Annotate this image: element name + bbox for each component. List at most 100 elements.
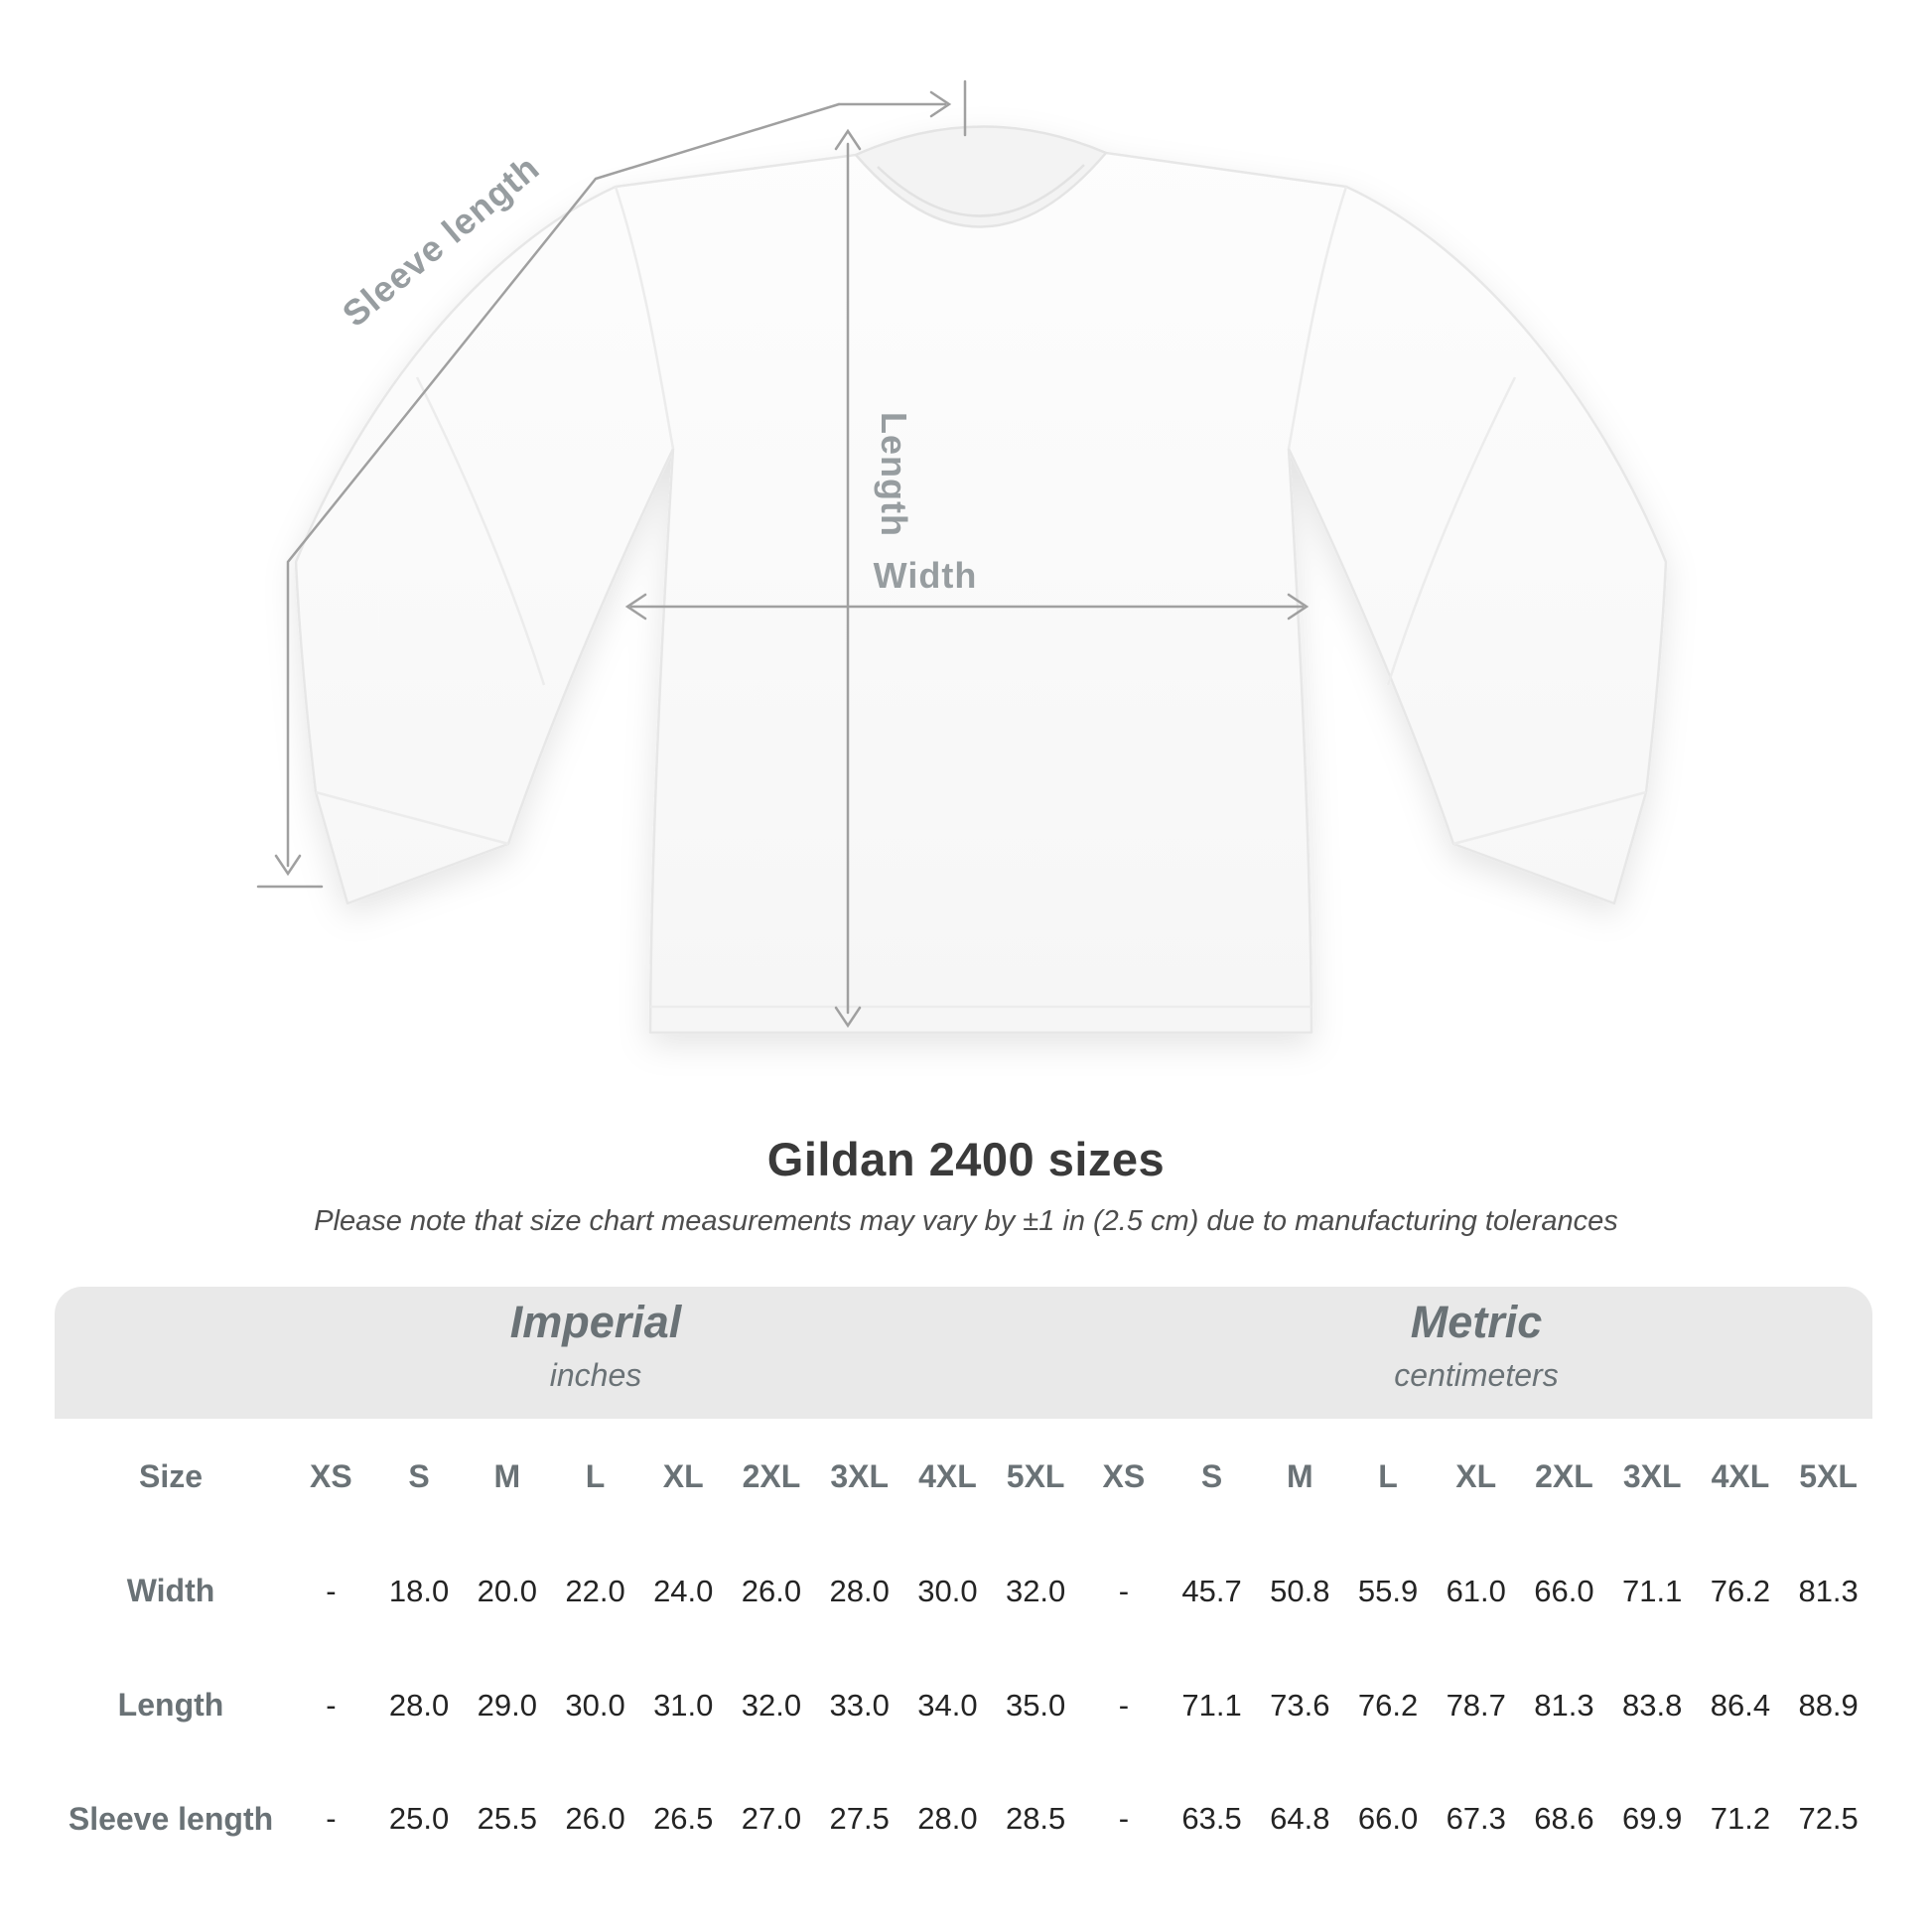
- size-header: 5XL: [991, 1419, 1080, 1534]
- value-cell: 20.0: [463, 1534, 552, 1648]
- value-cell: 24.0: [638, 1534, 728, 1648]
- length-arrow-up: [834, 128, 862, 151]
- size-header: M: [463, 1419, 552, 1534]
- metric-label: Metric: [1410, 1297, 1543, 1347]
- width-label: Width: [874, 555, 978, 596]
- value-cell: 72.5: [1784, 1762, 1872, 1875]
- imperial-unit: inches: [549, 1357, 642, 1393]
- value-cell: 30.0: [551, 1648, 639, 1762]
- sleeve-length-arrow-right: [929, 90, 952, 118]
- value-cell: -: [1079, 1534, 1169, 1648]
- unit-band: Imperial inches Metric centimeters: [55, 1287, 1872, 1419]
- value-cell: 27.5: [815, 1762, 904, 1875]
- value-cell: -: [287, 1648, 375, 1762]
- value-cell: 25.5: [463, 1762, 552, 1875]
- size-table: Imperial inches Metric centimeters Size …: [55, 1287, 1872, 1875]
- size-header: 4XL: [1696, 1419, 1785, 1534]
- value-cell: 32.0: [727, 1648, 816, 1762]
- value-cell: 76.2: [1696, 1534, 1785, 1648]
- value-cell: 27.0: [727, 1762, 816, 1875]
- value-cell: 26.5: [638, 1762, 728, 1875]
- value-cell: 61.0: [1432, 1534, 1521, 1648]
- sleeve-length-arrow-down: [274, 854, 302, 877]
- size-header: 3XL: [1607, 1419, 1697, 1534]
- metric-unit: centimeters: [1394, 1357, 1559, 1393]
- value-cell: 29.0: [463, 1648, 552, 1762]
- value-cell: 66.0: [1520, 1534, 1608, 1648]
- metric-group-header: Metric centimeters: [1394, 1297, 1558, 1394]
- value-cell: 34.0: [903, 1648, 992, 1762]
- size-header: 2XL: [727, 1419, 816, 1534]
- page-title: Gildan 2400 sizes: [766, 1133, 1166, 1185]
- value-cell: -: [287, 1534, 375, 1648]
- size-header: L: [1343, 1419, 1433, 1534]
- row-label-length: Length: [55, 1648, 287, 1762]
- size-header: S: [1168, 1419, 1256, 1534]
- value-cell: 28.0: [815, 1534, 904, 1648]
- value-cell: 26.0: [727, 1534, 816, 1648]
- value-cell: 28.0: [374, 1648, 464, 1762]
- size-header: XS: [1079, 1419, 1169, 1534]
- value-cell: 68.6: [1520, 1762, 1608, 1875]
- shirt-diagram: Sleeve length Length Width: [256, 79, 1668, 1035]
- value-cell: 71.1: [1607, 1534, 1697, 1648]
- value-cell: 35.0: [991, 1648, 1080, 1762]
- width-arrow-right: [1287, 593, 1310, 621]
- length-label: Length: [874, 412, 914, 537]
- size-header: XL: [1432, 1419, 1521, 1534]
- row-label-width: Width: [55, 1534, 287, 1648]
- value-cell: 45.7: [1168, 1534, 1256, 1648]
- shirt-body: [294, 126, 1668, 1035]
- value-cell: 32.0: [991, 1534, 1080, 1648]
- size-header: 5XL: [1784, 1419, 1872, 1534]
- shirt-collar-seam: [877, 164, 1085, 217]
- sleeve-length-diagonal: [286, 102, 841, 868]
- imperial-group-header: Imperial inches: [510, 1297, 682, 1394]
- size-header: M: [1255, 1419, 1344, 1534]
- value-cell: 78.7: [1432, 1648, 1521, 1762]
- size-header: XL: [638, 1419, 728, 1534]
- value-cell: 63.5: [1168, 1762, 1256, 1875]
- value-cell: 25.0: [374, 1762, 464, 1875]
- value-cell: -: [1079, 1648, 1169, 1762]
- value-cell: 64.8: [1255, 1762, 1344, 1875]
- value-cell: 76.2: [1343, 1648, 1433, 1762]
- page-subtitle: Please note that size chart measurements…: [314, 1205, 1618, 1237]
- value-cell: 73.6: [1255, 1648, 1344, 1762]
- value-cell: 71.1: [1168, 1648, 1256, 1762]
- value-cell: 18.0: [374, 1534, 464, 1648]
- value-cell: 31.0: [638, 1648, 728, 1762]
- value-cell: 71.2: [1696, 1762, 1785, 1875]
- size-header: 4XL: [903, 1419, 992, 1534]
- value-cell: 81.3: [1784, 1534, 1872, 1648]
- value-cell: 22.0: [551, 1534, 639, 1648]
- value-cell: 69.9: [1607, 1762, 1697, 1875]
- size-header: L: [551, 1419, 639, 1534]
- measurement-lines: [256, 79, 1310, 1029]
- value-cell: 81.3: [1520, 1648, 1608, 1762]
- shirt-collar: [853, 125, 1109, 228]
- value-cell: 33.0: [815, 1648, 904, 1762]
- value-cell: -: [287, 1762, 375, 1875]
- value-cell: 66.0: [1343, 1762, 1433, 1875]
- value-cell: 83.8: [1607, 1648, 1697, 1762]
- value-cell: 86.4: [1696, 1648, 1785, 1762]
- shirt-illustration: [294, 125, 1668, 1035]
- size-header: XS: [287, 1419, 375, 1534]
- size-header: 3XL: [815, 1419, 904, 1534]
- length-arrow-down: [834, 1006, 862, 1029]
- value-cell: 30.0: [903, 1534, 992, 1648]
- size-header: 2XL: [1520, 1419, 1608, 1534]
- value-cell: 28.5: [991, 1762, 1080, 1875]
- value-cell: -: [1079, 1762, 1169, 1875]
- row-label-sleeve-length: Sleeve length: [55, 1762, 287, 1875]
- size-header: S: [374, 1419, 464, 1534]
- size-column-header: Size: [55, 1419, 287, 1534]
- width-arrow-left: [624, 593, 647, 621]
- value-cell: 88.9: [1784, 1648, 1872, 1762]
- value-cell: 67.3: [1432, 1762, 1521, 1875]
- shirt-seams: [315, 186, 1647, 1009]
- value-cell: 50.8: [1255, 1534, 1344, 1648]
- value-cell: 28.0: [903, 1762, 992, 1875]
